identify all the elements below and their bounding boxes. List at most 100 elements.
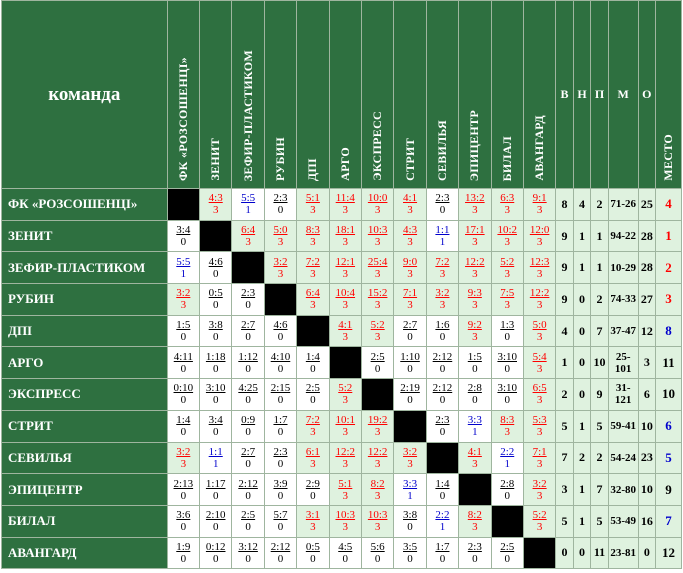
match-result-cell: 4:3 3 [393, 219, 427, 253]
match-result-cell: 5:0 3 [263, 219, 298, 253]
match-result-cell: 1:7 0 [263, 409, 298, 443]
match-score: 1:3 [500, 319, 515, 332]
match-score: 2:3 [435, 414, 450, 427]
match-points: 3 [407, 204, 413, 217]
match-points: 3 [407, 457, 413, 470]
draws-cell: 0 [572, 283, 592, 316]
table-row: СЕВИЛЬЯ 3:2 3 1:1 1 2:7 0 2:3 0 6:1 3 12:2 3 12:2 3 3:2… [1, 441, 682, 475]
match-points: 3 [374, 521, 381, 534]
match-score: 7:5 [500, 287, 515, 300]
match-points: 0 [472, 362, 478, 375]
match-score: 1:12 [238, 350, 258, 363]
goals-cell: 31-121 [607, 378, 639, 411]
points-cell: 16 [637, 504, 657, 538]
match-score: 4:11 [173, 350, 193, 363]
team-name: ЭКСПРЕСС [1, 378, 168, 411]
match-points: 0 [277, 362, 284, 375]
match-points: 3 [342, 426, 349, 439]
match-result-cell: 5:2 3 [490, 251, 524, 285]
match-points: 0 [310, 362, 316, 375]
match-result-cell: 25:4 3 [360, 251, 395, 285]
match-score: 1:7 [435, 540, 450, 553]
points-cell: 6 [637, 378, 657, 411]
match-result-cell: 3:2 3 [263, 251, 298, 285]
match-result-cell: 2:5 0 [360, 346, 395, 380]
match-score: 5:2 [532, 509, 547, 522]
match-result-cell: 6:4 3 [296, 283, 330, 316]
match-score: 12:2 [335, 445, 356, 458]
draws-cell: 1 [572, 251, 592, 285]
match-result-cell: 8:3 3 [490, 409, 524, 443]
match-result-cell: 3:8 0 [393, 504, 427, 538]
match-result-cell: 5:3 3 [522, 409, 557, 443]
match-points: 1 [439, 521, 446, 534]
opponent-header-label: АРГО [337, 147, 352, 181]
place-cell: 4 [655, 188, 682, 221]
diagonal-cell [458, 473, 492, 506]
match-score: 13:2 [465, 192, 485, 205]
match-score: 2:5 [500, 540, 515, 553]
match-score: 2:3 [467, 540, 482, 553]
match-points: 0 [180, 521, 187, 534]
table-row: ЗЕФИР-ПЛАСТИКОМ 5:5 1 4:6 0 3:2 3 7:2 3 12:1 3 25:4… [1, 251, 682, 285]
match-points: 3 [536, 394, 543, 407]
wins-cell: 0 [555, 536, 574, 570]
wins-cell: 8 [555, 188, 574, 221]
match-points: 3 [536, 457, 543, 470]
match-result-cell: 0:5 0 [296, 536, 330, 570]
opponent-header: ЭПИЦЕНТР [458, 0, 492, 189]
opponent-header-label: АВАНГАРД [532, 115, 547, 181]
match-points: 0 [245, 299, 251, 312]
match-score: 0:9 [241, 414, 256, 427]
opponent-header-label: СЕВИЛЬЯ [434, 119, 449, 181]
match-score: 0:5 [305, 540, 320, 553]
match-result-cell: 2:3 0 [263, 441, 298, 475]
match-result-cell: 9:2 3 [458, 314, 492, 348]
match-score: 3:2 [532, 477, 547, 490]
draws-cell: 0 [572, 536, 592, 570]
match-score: 2:2 [435, 509, 450, 522]
diagonal-cell [425, 441, 460, 475]
match-score: 3:10 [497, 350, 517, 363]
match-points: 0 [439, 331, 446, 344]
match-score: 3:4 [208, 414, 223, 427]
match-result-cell: 2:5 0 [490, 536, 524, 570]
match-score: 2:5 [305, 382, 320, 395]
wins-cell: 5 [555, 504, 574, 538]
table-row: АВАНГАРД 1:9 0 0:12 0 3:12 0 2:12 0 0:5 0 4:5 0 5:6 0 3… [1, 536, 682, 570]
opponent-header: РУБИН [263, 0, 298, 189]
diagonal-cell [490, 504, 524, 538]
losses-cell: 1 [590, 219, 609, 253]
match-points: 1 [180, 267, 187, 280]
losses-cell: 2 [590, 283, 609, 316]
goals-cell: 53-49 [607, 504, 639, 538]
match-points: 3 [472, 236, 478, 249]
table-row: ФК «РОЗСОШЕНЦІ» 4:3 3 5:5 1 2:3 0 5:1 3 11:4 3 10:0… [1, 188, 682, 221]
losses-cell: 2 [590, 441, 609, 475]
match-score: 7:2 [435, 255, 450, 268]
match-score: 8:3 [305, 224, 320, 237]
match-result-cell: 10:3 3 [360, 219, 395, 253]
stat-header: Н [572, 0, 592, 189]
match-result-cell: 12:1 3 [328, 251, 362, 285]
place-cell: 12 [655, 536, 682, 570]
match-score: 4:1 [338, 319, 353, 332]
losses-cell: 11 [590, 536, 609, 570]
opponent-header-label: БИЛАЛ [499, 135, 514, 181]
match-points: 3 [536, 362, 543, 375]
match-points: 0 [245, 521, 251, 534]
goals-cell: 32-80 [607, 473, 639, 506]
draws-cell: 1 [572, 219, 592, 253]
goals-cell: 23-81 [607, 536, 639, 570]
match-result-cell: 7:2 3 [296, 409, 330, 443]
match-result-cell: 2:3 0 [425, 409, 460, 443]
match-points: 0 [310, 394, 316, 407]
match-points: 0 [407, 552, 413, 565]
match-score: 19:2 [367, 414, 388, 427]
match-result-cell: 10:2 3 [490, 219, 524, 253]
team-name: АРГО [1, 346, 168, 380]
opponent-header-label: ДПІ [305, 157, 320, 181]
place-cell: 9 [655, 473, 682, 506]
match-score: 3:8 [208, 319, 223, 332]
match-result-cell: 3:2 3 [166, 441, 201, 475]
